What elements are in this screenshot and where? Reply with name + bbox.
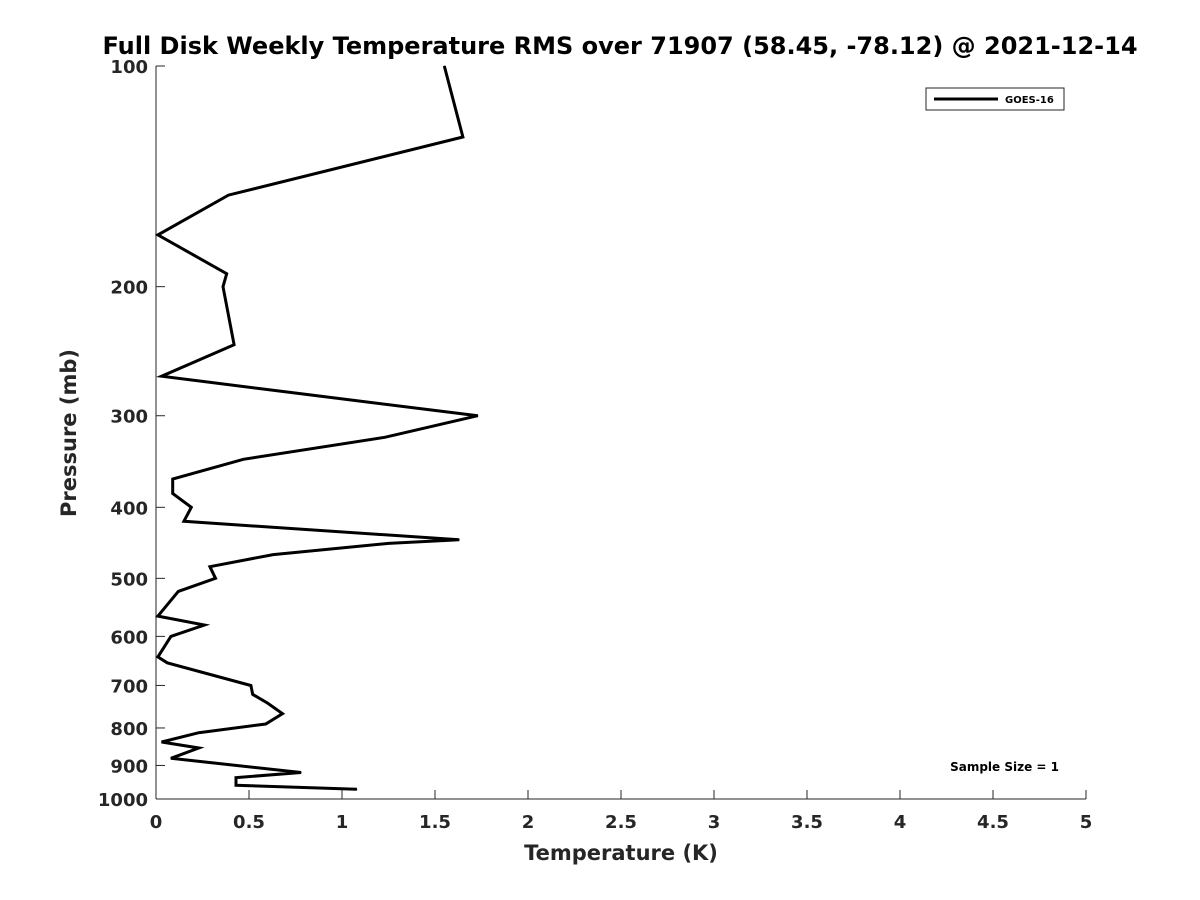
x-tick-label: 1: [336, 812, 349, 833]
x-tick-label: 3.5: [791, 812, 823, 833]
data-point: [161, 375, 163, 377]
data-point: [458, 539, 460, 541]
y-tick-label: 800: [110, 719, 148, 740]
series-layer: [154, 65, 479, 791]
data-point: [157, 234, 159, 236]
x-tick-label: 0: [150, 812, 163, 833]
series-line-goes-16: [154, 65, 479, 791]
data-point: [235, 784, 237, 786]
data-point: [157, 656, 159, 658]
data-point: [177, 590, 179, 592]
x-tick-label: 2.5: [605, 812, 637, 833]
data-point: [233, 344, 235, 346]
sample-size-annotation: Sample Size = 1: [950, 760, 1059, 774]
x-tick-label: 4: [894, 812, 907, 833]
data-point: [183, 520, 185, 522]
x-tick-label: 1.5: [419, 812, 451, 833]
x-tick-label: 5: [1080, 812, 1093, 833]
data-point: [272, 554, 274, 556]
x-tick-label: 4.5: [977, 812, 1009, 833]
data-point: [170, 635, 172, 637]
data-point: [265, 723, 267, 725]
chart-title: Full Disk Weekly Temperature RMS over 71…: [102, 32, 1137, 60]
y-axis-label: Pressure (mb): [57, 349, 81, 517]
x-tick-label: 2: [522, 812, 535, 833]
data-point: [215, 577, 216, 579]
x-tick-label: 0.5: [233, 812, 265, 833]
data-point: [477, 415, 479, 417]
y-tick-label: 200: [110, 278, 148, 299]
data-point: [157, 615, 159, 617]
data-point: [462, 136, 464, 138]
data-point: [267, 702, 269, 704]
y-tick-label: 700: [110, 676, 148, 697]
y-axis-ticks: 100 200 300 400 500 600 700 800 900 1000: [98, 57, 165, 811]
data-point: [172, 493, 174, 494]
data-point: [250, 685, 252, 686]
data-point: [172, 478, 174, 480]
data-point: [300, 772, 302, 773]
data-point: [388, 542, 389, 544]
data-point: [226, 273, 228, 275]
data-point: [209, 566, 211, 568]
data-point: [443, 65, 445, 67]
y-tick-label: 300: [110, 407, 148, 428]
y-tick-label: 400: [110, 498, 148, 519]
x-axis-label: Temperature (K): [524, 841, 718, 865]
data-point: [384, 436, 386, 438]
data-point: [198, 732, 200, 734]
data-point: [170, 757, 172, 759]
data-point: [190, 506, 192, 508]
legend: GOES-16: [925, 87, 1065, 111]
y-tick-label: 500: [110, 569, 148, 590]
x-tick-label: 3: [708, 812, 721, 833]
x-axis-ticks: 0 0.5 1 1.5 2 2.5 3 3.5 4 4.5 5: [150, 790, 1093, 833]
data-point: [252, 693, 254, 695]
data-point: [166, 662, 168, 664]
data-point: [203, 624, 205, 626]
legend-label-goes-16: GOES-16: [1005, 95, 1054, 106]
data-point: [235, 777, 237, 779]
data-point: [356, 788, 358, 790]
y-tick-label: 900: [110, 756, 148, 777]
data-point: [242, 458, 244, 460]
y-tick-label: 100: [110, 57, 148, 78]
data-point: [300, 393, 302, 395]
y-tick-label: 1000: [98, 790, 148, 811]
data-point: [198, 747, 200, 749]
data-point: [161, 741, 163, 743]
data-point: [222, 286, 224, 288]
data-point: [228, 194, 229, 196]
y-tick-label: 600: [110, 627, 148, 648]
data-point: [282, 713, 283, 715]
